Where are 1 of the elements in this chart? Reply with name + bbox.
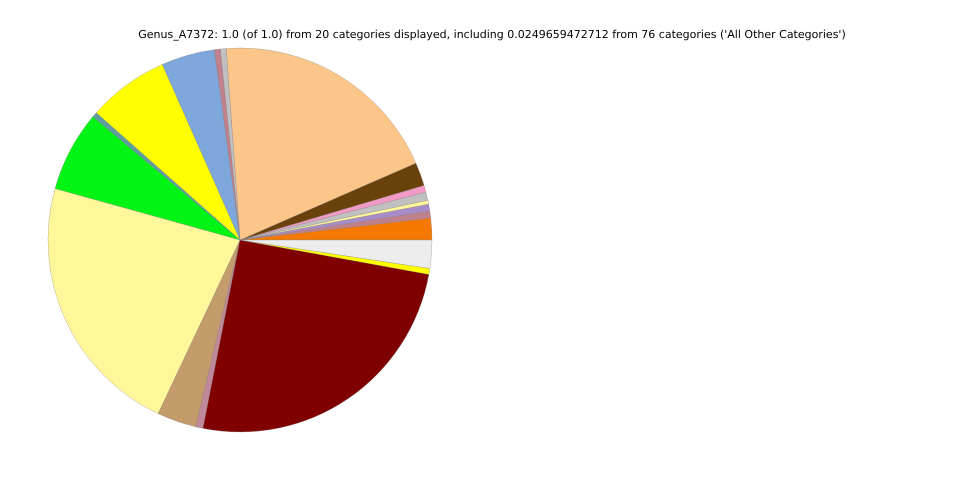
text: Genus_A7372: 1.0 (of 1.0) from 20 categories displayed, including 0.0249659472712 from 76 categories ('All Other Categories') <box>138 28 846 41</box>
